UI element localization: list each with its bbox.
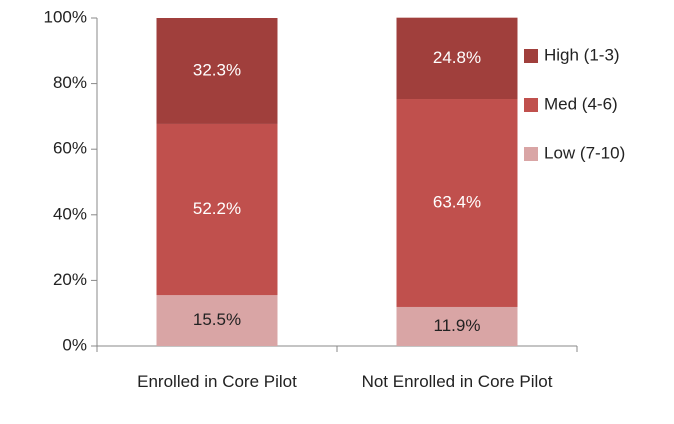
bar-segment [396,99,518,307]
legend-swatch [524,49,538,63]
bar-segment [396,17,518,100]
bar-segment [396,306,518,346]
data-label: 11.9% [434,316,481,335]
y-tick-label: 100% [44,7,87,26]
x-tick-label: Not Enrolled in Core Pilot [361,372,553,391]
data-label: 63.4% [433,192,481,211]
data-label: 24.8% [433,48,481,67]
legend-swatch [524,147,538,161]
y-tick-label: 80% [53,73,87,92]
data-label: 52.2% [193,199,241,218]
y-tick-label: 60% [53,139,87,158]
data-label: 15.5% [193,310,241,329]
legend-label: High (1-3) [544,45,620,64]
bar-segment [156,18,278,124]
legend-label: Low (7-10) [544,143,625,162]
y-tick-label: 40% [53,204,87,223]
data-label: 32.3% [193,60,241,79]
legend-swatch [524,98,538,112]
bar-segment [156,123,278,296]
bar-segment [156,295,278,346]
y-tick-label: 0% [62,335,87,354]
legend-label: Med (4-6) [544,94,618,113]
y-tick-label: 20% [53,270,87,289]
x-tick-label: Enrolled in Core Pilot [137,372,297,391]
